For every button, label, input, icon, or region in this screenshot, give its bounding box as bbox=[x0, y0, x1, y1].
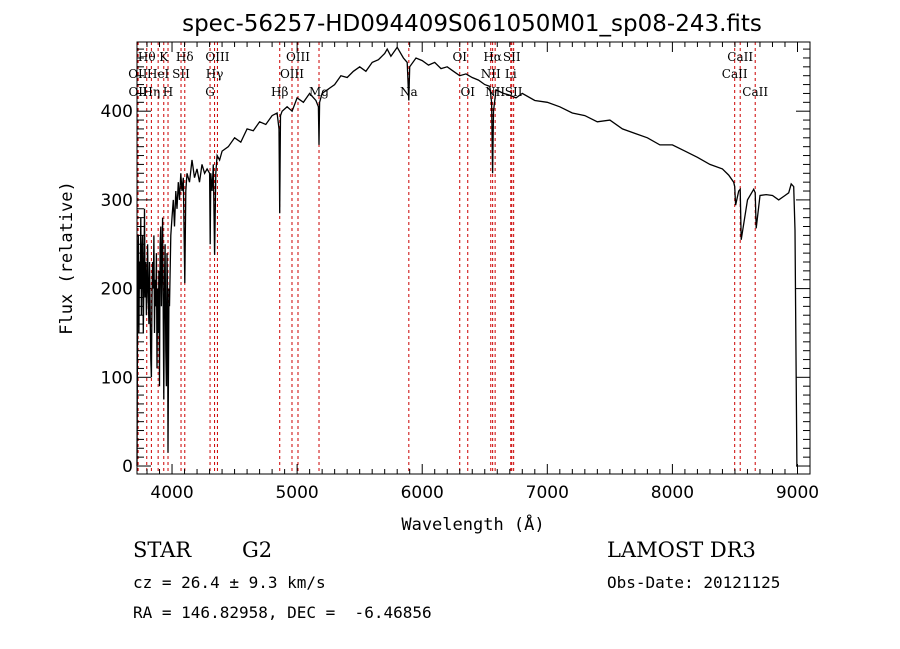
spectral-line-label: Hγ bbox=[206, 67, 224, 81]
plot-frame bbox=[136, 41, 811, 475]
y-tick-label: 200 bbox=[101, 280, 133, 300]
spectral-line-label: G bbox=[205, 85, 215, 99]
spectral-line-label: Hα bbox=[483, 50, 502, 64]
chart-title: spec-56257-HD094409S061050M01_sp08-243.f… bbox=[182, 11, 762, 37]
x-tick-label: 4000 bbox=[150, 483, 193, 503]
spectral-line-label: Hη bbox=[143, 85, 161, 99]
x-tick-label: 9000 bbox=[776, 483, 819, 503]
spectral-line-label: K bbox=[159, 50, 169, 64]
y-tick-label: 300 bbox=[101, 191, 133, 211]
spectral-line-label: OII bbox=[128, 85, 148, 99]
coordinates: RA = 146.82958, DEC = -6.46856 bbox=[133, 603, 432, 622]
spectral-line-label: OI bbox=[460, 85, 475, 99]
x-tick-label: 5000 bbox=[275, 483, 318, 503]
spectral-line-label: CaII bbox=[727, 50, 753, 64]
spectral-line-label: H bbox=[163, 85, 173, 99]
spectral-line-label: SII bbox=[172, 67, 190, 81]
spectral-line-label: OIII bbox=[280, 67, 304, 81]
spectral-line-label: NII bbox=[481, 67, 501, 81]
spectral-line-label: Hδ bbox=[176, 50, 194, 64]
obs-date: Obs-Date: 20121125 bbox=[607, 573, 781, 592]
spectral-line-label: OIII bbox=[286, 50, 310, 64]
y-tick-label: 0 bbox=[122, 457, 133, 477]
spectrum-line bbox=[136, 46, 798, 467]
x-tick-label: 6000 bbox=[401, 483, 444, 503]
spectral-line-label: SII bbox=[503, 50, 521, 64]
spectral-line-label: OI bbox=[452, 50, 467, 64]
x-tick-label: 8000 bbox=[651, 483, 694, 503]
spectral-line-markers bbox=[137, 42, 756, 474]
y-axis-label: Flux (relative) bbox=[57, 181, 77, 335]
survey-label: LAMOST DR3 bbox=[607, 538, 756, 562]
spectral-line-label: CaII bbox=[742, 85, 768, 99]
axis-tick-labels: 4000 5000 6000 7000 8000 9000 0 100 200 300 400 bbox=[101, 102, 820, 503]
object-class: STAR bbox=[133, 538, 192, 562]
spectral-line-label: HeI bbox=[147, 67, 170, 81]
spectral-line-label: Hθ bbox=[138, 50, 156, 64]
spectral-line-label: OII bbox=[128, 67, 148, 81]
x-axis-label: Wavelength (Å) bbox=[401, 513, 544, 535]
y-tick-label: 400 bbox=[101, 102, 133, 122]
spectral-line-label: Hβ bbox=[271, 85, 288, 99]
axis-ticks bbox=[137, 42, 811, 474]
redshift-cz: cz = 26.4 ± 9.3 km/s bbox=[133, 573, 326, 592]
y-tick-label: 100 bbox=[101, 368, 133, 388]
spectral-line-label: OIII bbox=[205, 50, 229, 64]
spectral-line-label: Li bbox=[505, 67, 517, 81]
object-subclass: G2 bbox=[242, 538, 273, 562]
spectral-line-label: Mg bbox=[309, 85, 329, 99]
spectral-line-label: CaII bbox=[722, 67, 748, 81]
x-tick-label: 7000 bbox=[526, 483, 569, 503]
